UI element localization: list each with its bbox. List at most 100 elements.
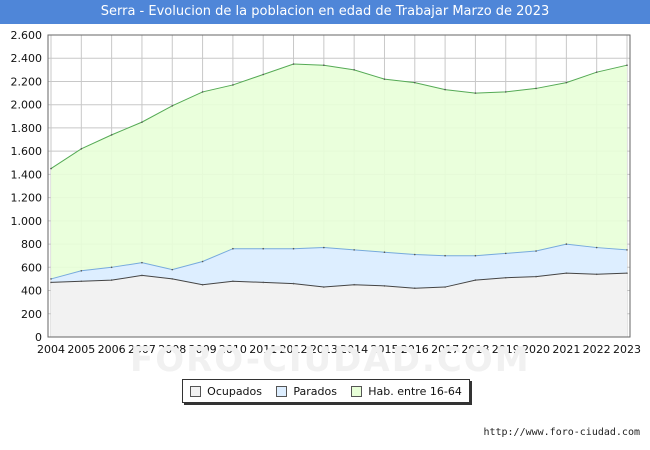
source-link[interactable]: http://www.foro-ciudad.com <box>483 427 640 438</box>
data-point <box>50 278 52 280</box>
data-point <box>565 81 568 84</box>
data-point <box>110 279 113 281</box>
x-tick-label: 2021 <box>552 343 580 356</box>
data-point <box>474 92 477 94</box>
x-tick-label: 2016 <box>401 343 429 356</box>
area-ocupados <box>51 273 627 337</box>
x-tick-label: 2007 <box>128 343 156 356</box>
chart-area: 0 200 400 600 800 1.000 1.200 1.400 1.600 1.800 2.… <box>11 29 642 356</box>
y-tick-label: 0 <box>35 331 42 344</box>
x-tick-label: 2004 <box>37 343 65 356</box>
x-tick-label: 2017 <box>431 343 459 356</box>
data-point <box>262 247 265 250</box>
line-ocupados <box>50 272 628 289</box>
data-point <box>535 275 537 278</box>
data-point <box>353 249 355 251</box>
data-point <box>626 272 628 274</box>
x-tick-label: 2013 <box>310 343 338 356</box>
legend-label-parados: Parados <box>293 384 337 398</box>
legend-item-ocupados: Ocupados <box>190 385 262 398</box>
data-point <box>383 285 386 287</box>
data-point <box>80 269 83 272</box>
data-point <box>565 243 568 245</box>
y-tick-label: 400 <box>21 285 42 298</box>
data-point <box>595 71 598 73</box>
data-point <box>201 283 204 286</box>
data-point <box>413 253 416 256</box>
y-tick-label: 1.800 <box>11 122 43 135</box>
x-tick-label: 2006 <box>98 343 126 356</box>
y-tick-label: 800 <box>21 238 42 251</box>
data-point <box>413 287 416 290</box>
data-point <box>504 276 507 279</box>
x-tick-label: 2015 <box>370 343 398 356</box>
data-point <box>232 247 234 250</box>
data-point <box>80 280 83 283</box>
x-tick-label: 2018 <box>461 343 489 356</box>
legend-label-ocupados: Ocupados <box>207 384 263 398</box>
legend-item-hab: Hab. entre 16-64 <box>351 385 462 398</box>
data-point <box>626 64 628 66</box>
data-point <box>171 105 174 107</box>
x-tick-label: 2014 <box>340 343 368 356</box>
data-point <box>323 286 325 288</box>
data-point <box>262 73 265 76</box>
data-point <box>444 88 446 91</box>
data-point <box>262 281 265 284</box>
watermark: FORO-CIUDAD.COM <box>130 340 531 380</box>
data-point <box>535 87 537 90</box>
data-point <box>110 266 113 269</box>
plot-frame <box>47 34 631 338</box>
data-point <box>201 260 204 263</box>
chart-title: Serra - Evolucion de la poblacion en eda… <box>0 0 650 24</box>
y-tick-label: 600 <box>21 261 42 274</box>
legend-swatch-parados <box>276 385 288 397</box>
data-point <box>292 63 295 65</box>
data-point <box>444 286 446 288</box>
data-point <box>353 69 355 71</box>
line-hab <box>50 63 628 169</box>
legend-label-hab: Hab. entre 16-64 <box>368 384 462 398</box>
data-point <box>110 134 113 136</box>
y-tick-label: 1.200 <box>11 192 43 205</box>
x-tick-label: 2020 <box>522 343 550 356</box>
data-point <box>595 246 598 249</box>
y-tick-label: 1.600 <box>11 145 43 158</box>
data-point <box>323 64 325 66</box>
x-tick-label: 2008 <box>158 343 186 356</box>
data-point <box>383 78 386 80</box>
data-point <box>565 272 568 274</box>
data-point <box>141 121 143 123</box>
y-axis: 0 200 400 600 800 1.000 1.200 1.400 1.600 1.800 2.… <box>11 29 43 344</box>
data-point <box>141 274 143 277</box>
data-point <box>383 251 386 254</box>
y-tick-label: 2.400 <box>11 52 43 65</box>
data-point <box>535 250 537 252</box>
data-point <box>595 273 598 276</box>
data-point <box>292 247 295 250</box>
y-tick-label: 1.000 <box>11 215 43 228</box>
data-point <box>474 279 477 281</box>
legend-swatch-hab <box>351 385 363 397</box>
y-tick-label: 2.600 <box>11 29 43 42</box>
y-tick-label: 200 <box>21 308 42 321</box>
line-parados <box>50 243 628 280</box>
data-point <box>171 268 174 271</box>
data-point <box>232 84 234 86</box>
data-point <box>474 254 477 257</box>
data-point <box>201 91 204 93</box>
x-axis: 2004 2005 2006 2007 2008 2009 2010 2011 2012 2013… <box>37 343 641 356</box>
x-tick-label: 2011 <box>249 343 277 356</box>
data-point <box>80 148 83 150</box>
data-point <box>171 278 174 280</box>
data-point <box>323 246 325 249</box>
x-tick-label: 2012 <box>280 343 308 356</box>
data-point <box>504 91 507 93</box>
x-tick-label: 2005 <box>67 343 95 356</box>
x-tick-label: 2023 <box>613 343 641 356</box>
series-areas <box>50 63 628 338</box>
x-tick-label: 2022 <box>583 343 611 356</box>
y-tick-label: 2.200 <box>11 75 43 88</box>
y-tick-label: 2.000 <box>11 99 43 112</box>
y-tick-label: 1.400 <box>11 168 43 181</box>
